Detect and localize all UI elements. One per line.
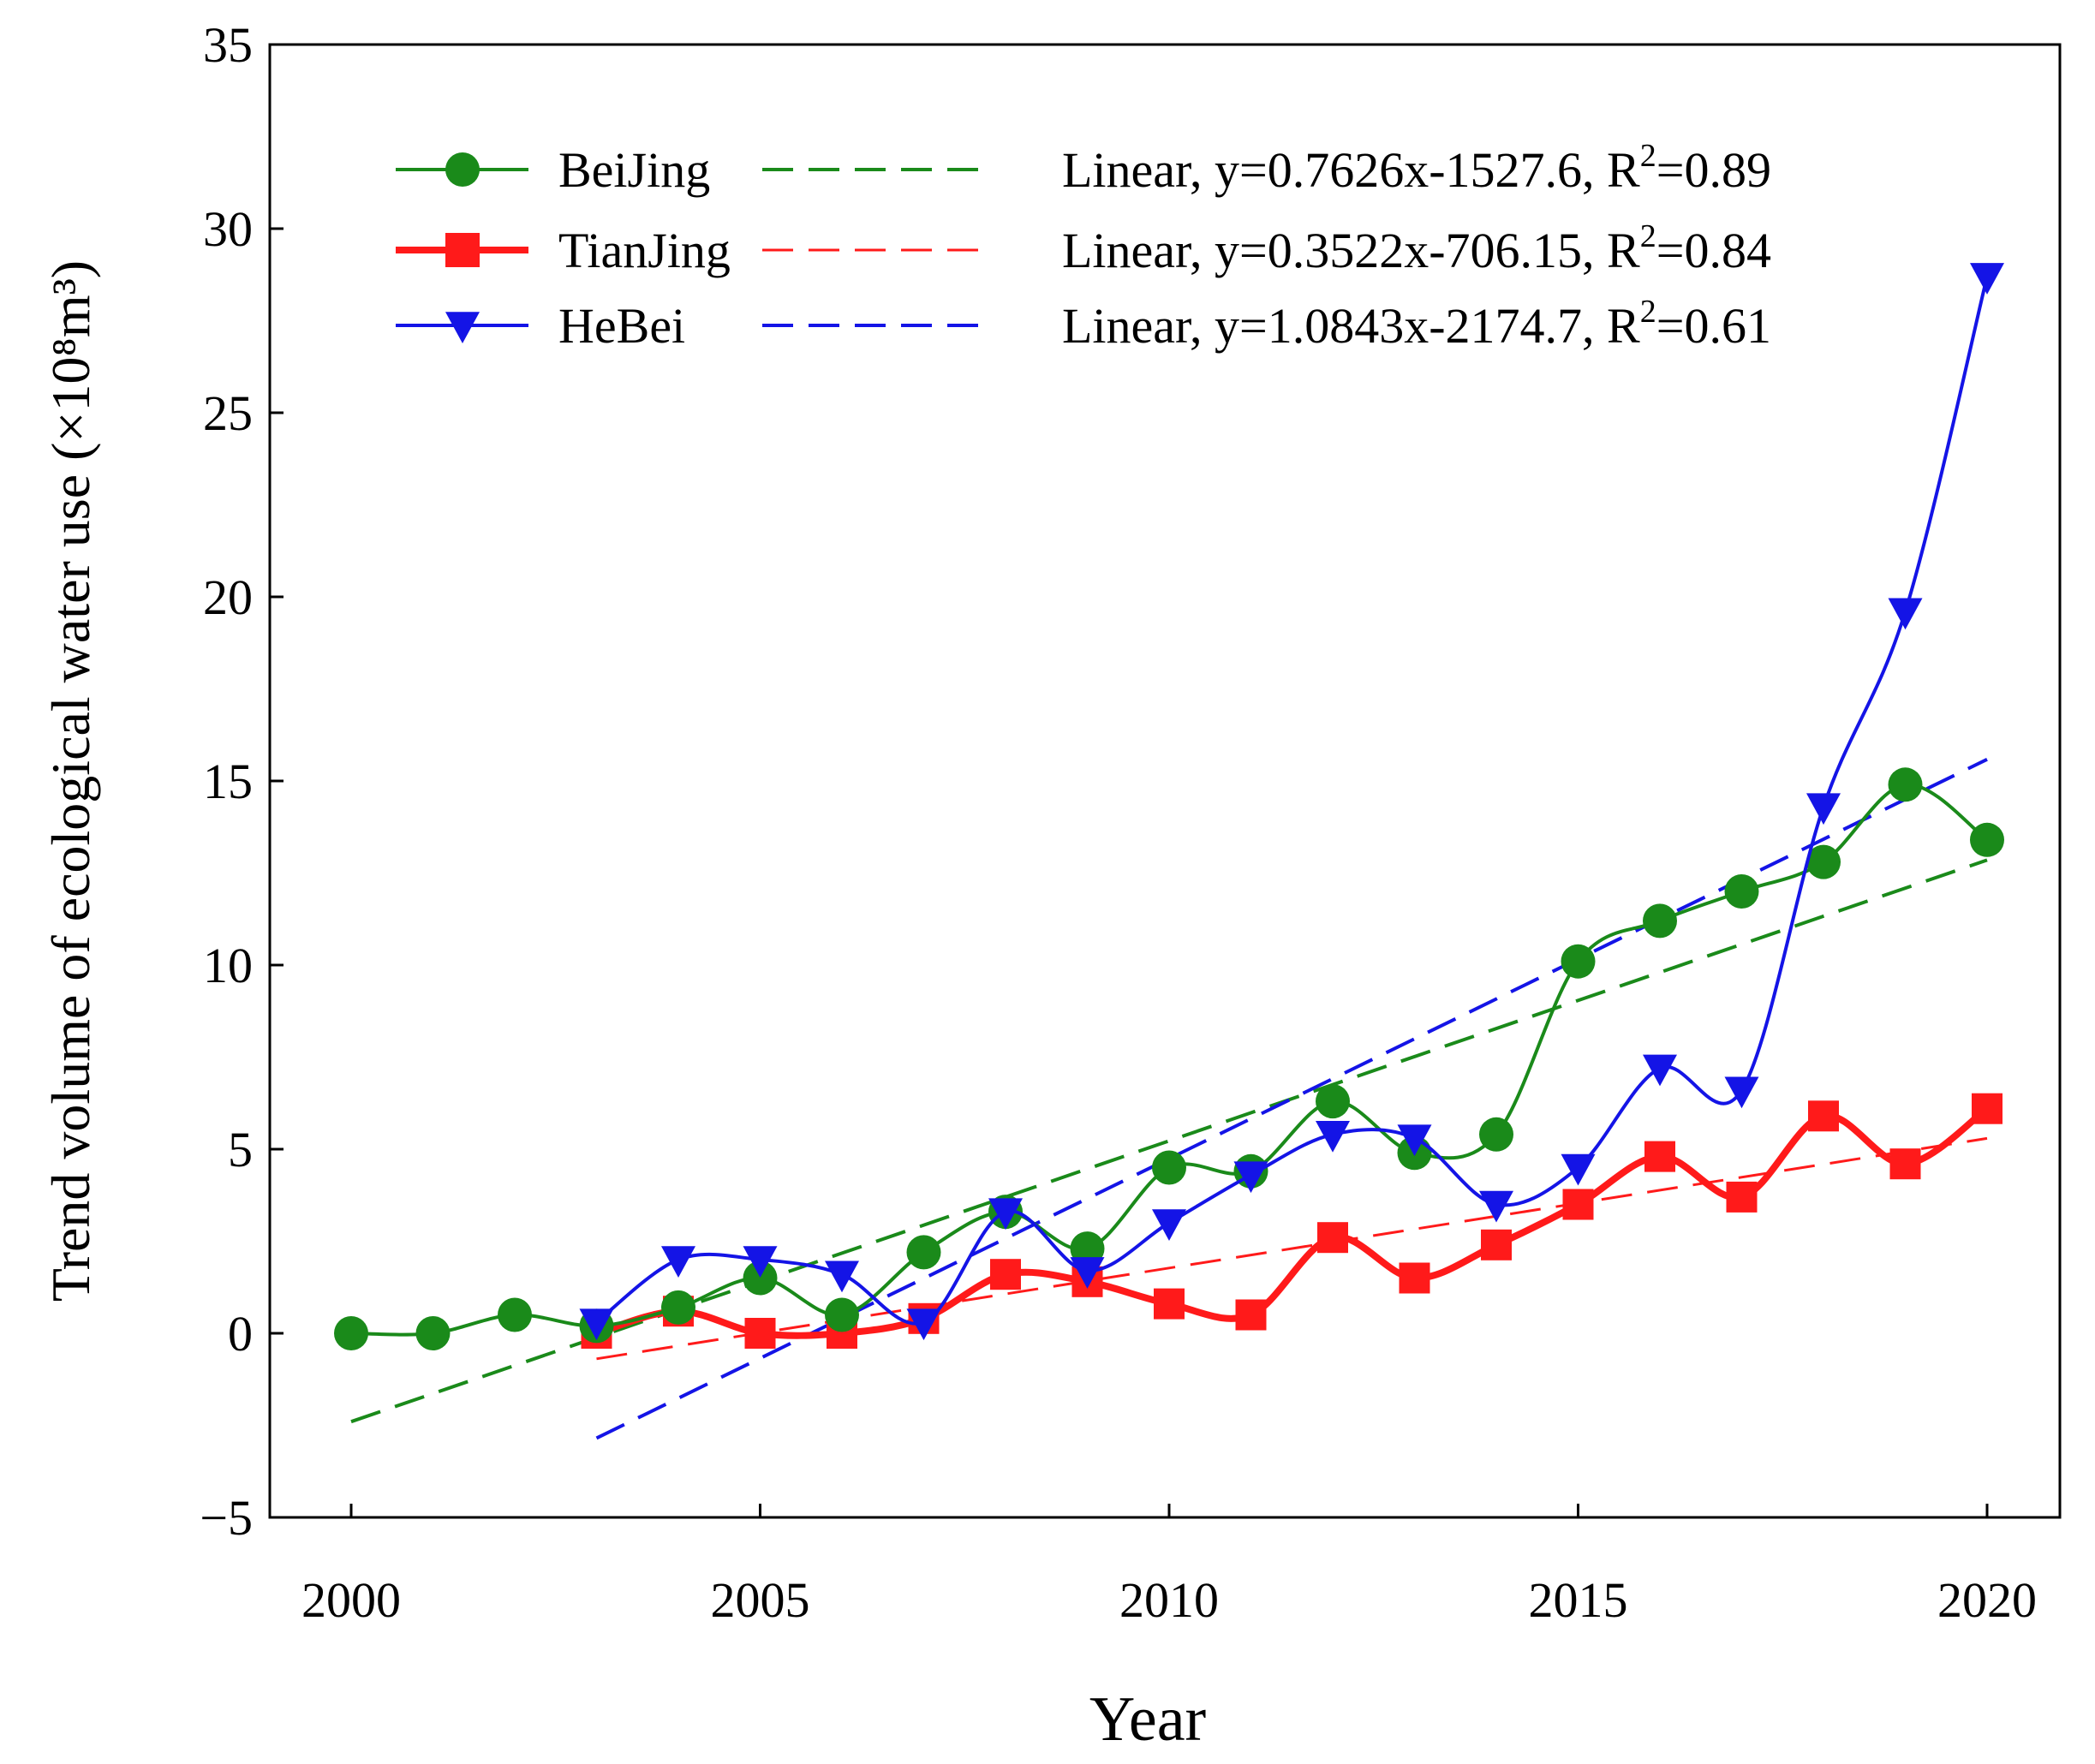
data-point-tianjing (1154, 1288, 1185, 1320)
legend-label-hebei: HeBei (558, 298, 685, 354)
y-tick-label: 25 (203, 385, 253, 441)
data-point-beijing (415, 1316, 451, 1350)
data-point-hebei (661, 1246, 695, 1278)
data-point-tianjing (1562, 1189, 1594, 1220)
data-point-hebei (1888, 598, 1923, 630)
data-point-beijing (1724, 874, 1759, 909)
x-axis: 2000 2005 2010 2015 2020 (301, 1504, 2037, 1628)
r-squared-value: =0.61 (1656, 298, 1771, 354)
data-point-beijing (1888, 767, 1923, 802)
y-tick-label: 10 (203, 938, 253, 993)
data-point-tianjing (1644, 1141, 1675, 1172)
legend-marker-tianjing (445, 233, 480, 267)
superscript-2: 2 (1640, 294, 1656, 330)
data-point-tianjing (990, 1259, 1021, 1290)
data-point-beijing (1316, 1084, 1350, 1119)
data-point-tianjing (1317, 1222, 1348, 1254)
data-point-beijing (1561, 944, 1596, 979)
trend-line-tianjing (596, 1136, 1988, 1361)
data-point-hebei (825, 1260, 859, 1293)
data-point-tianjing (1889, 1148, 1921, 1180)
y-tick-label: 0 (228, 1306, 253, 1362)
legend-marker-beijing (445, 152, 480, 187)
data-point-tianjing (1399, 1262, 1430, 1294)
legend-label-beijing: BeiJing (558, 142, 710, 198)
x-tick-label: 2015 (1529, 1572, 1628, 1628)
r-squared-value: =0.89 (1656, 142, 1771, 198)
data-point-beijing (743, 1260, 778, 1296)
superscript-2: 2 (1640, 138, 1656, 174)
data-point-hebei (906, 1308, 941, 1341)
data-point-hebei (1479, 1190, 1513, 1223)
data-point-hebei (1561, 1153, 1596, 1186)
data-point-hebei (1233, 1161, 1268, 1194)
y-tick-label: 15 (203, 754, 253, 809)
series-layer (334, 263, 2004, 1350)
data-point-tianjing (1808, 1100, 1839, 1132)
y-tick-label: 5 (228, 1122, 253, 1177)
data-point-beijing (1806, 844, 1841, 879)
x-axis-label: Year (1089, 1684, 1206, 1755)
y-tick-label: 20 (203, 569, 253, 625)
data-point-hebei (579, 1308, 614, 1341)
y-tick-label: 30 (203, 201, 253, 257)
legend-trend-label-hebei: Linear, y=1.0843x-2174.7, R2=0.61 (1062, 294, 1771, 354)
y-axis-label: Trend volume of ecological water use (×1… (40, 260, 101, 1302)
data-point-beijing (1970, 822, 2004, 857)
data-point-tianjing (1726, 1181, 1758, 1213)
y-axis: −5 0 5 10 15 20 25 30 35 (200, 17, 284, 1546)
data-point-tianjing (744, 1318, 776, 1349)
data-point-beijing (1479, 1117, 1513, 1152)
data-point-tianjing (1481, 1229, 1512, 1260)
data-point-beijing (1152, 1150, 1186, 1185)
series-line-beijing (350, 783, 1989, 1337)
data-point-hebei (1070, 1257, 1105, 1289)
data-point-tianjing (1972, 1093, 2002, 1124)
x-tick-label: 2010 (1119, 1572, 1219, 1628)
superscript-2: 2 (1640, 218, 1656, 254)
data-point-hebei (1397, 1124, 1432, 1157)
legend-trend-label-beijing: Linear, y=0.7626x-1527.6, R2=0.89 (1062, 138, 1771, 198)
data-point-hebei (1643, 1054, 1677, 1087)
legend-trend-label-tianjing: Linear, y=0.3522x-706.15, R2=0.84 (1062, 218, 1771, 278)
data-point-hebei (1724, 1076, 1759, 1109)
legend-label-tianjing: TianJing (558, 223, 731, 278)
data-point-hebei (988, 1198, 1023, 1231)
trend-line-beijing (350, 858, 1988, 1424)
r-squared-value: =0.84 (1656, 223, 1771, 278)
y-tick-label: −5 (200, 1490, 253, 1546)
data-point-hebei (1152, 1209, 1186, 1241)
x-tick-label: 2000 (301, 1572, 401, 1628)
data-point-hebei (1316, 1121, 1350, 1153)
legend: BeiJing Linear, y=0.7626x-1527.6, R2=0.89… (396, 138, 1771, 354)
data-point-beijing (1643, 903, 1677, 939)
data-point-hebei (743, 1246, 778, 1278)
data-point-hebei (1970, 263, 2004, 295)
data-point-hebei (1806, 793, 1841, 825)
x-tick-label: 2020 (1937, 1572, 2037, 1628)
data-point-beijing (334, 1316, 368, 1350)
data-point-beijing (1070, 1231, 1105, 1266)
x-tick-label: 2005 (711, 1572, 810, 1628)
data-point-tianjing (1235, 1299, 1267, 1331)
data-point-beijing (661, 1290, 695, 1325)
legend-marker-hebei (445, 312, 480, 343)
data-point-beijing (906, 1235, 941, 1270)
y-tick-label: 35 (203, 17, 253, 73)
data-point-beijing (825, 1297, 859, 1332)
data-point-beijing (498, 1297, 532, 1332)
